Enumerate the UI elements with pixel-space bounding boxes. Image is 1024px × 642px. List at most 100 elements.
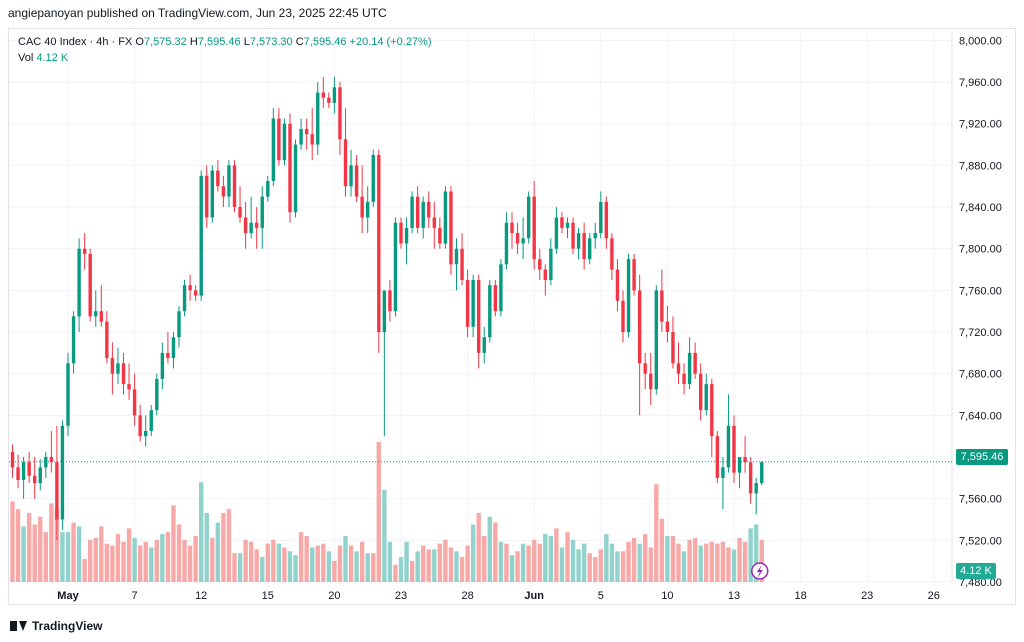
candle-body[interactable] <box>748 462 753 494</box>
candle-body[interactable] <box>621 300 625 333</box>
candle-body[interactable] <box>493 285 498 312</box>
candle-body[interactable] <box>360 196 364 218</box>
candle-body[interactable] <box>138 415 142 437</box>
candle-body[interactable] <box>532 196 536 260</box>
candle-body[interactable] <box>188 285 192 291</box>
candle-body[interactable] <box>304 128 309 135</box>
candle-body[interactable] <box>205 175 209 218</box>
candle-body[interactable] <box>710 384 714 437</box>
candle-body[interactable] <box>132 389 137 416</box>
candle-body[interactable] <box>55 462 59 520</box>
candle-body[interactable] <box>554 217 559 249</box>
candle-body[interactable] <box>49 457 54 463</box>
candle-body[interactable] <box>349 165 353 187</box>
candle-body[interactable] <box>704 384 708 411</box>
candle-body[interactable] <box>116 363 120 374</box>
candle-body[interactable] <box>460 248 464 280</box>
candle-body[interactable] <box>271 118 276 182</box>
candle-body[interactable] <box>526 196 531 239</box>
candle-body[interactable] <box>66 363 70 426</box>
candle-body[interactable] <box>182 285 187 312</box>
candle-body[interactable] <box>415 196 420 228</box>
candle-body[interactable] <box>488 285 492 338</box>
candle-body[interactable] <box>354 165 359 197</box>
candle-body[interactable] <box>343 139 348 187</box>
candle-body[interactable] <box>477 279 481 353</box>
candle-body[interactable] <box>166 352 170 359</box>
candle-body[interactable] <box>671 332 675 364</box>
candle-body[interactable] <box>33 475 37 484</box>
candle-body[interactable] <box>427 201 431 218</box>
candle-body[interactable] <box>665 321 670 333</box>
footer-brand[interactable]: TradingView <box>10 619 102 633</box>
candle-body[interactable] <box>549 248 553 280</box>
candle-body[interactable] <box>105 321 109 359</box>
candle-body[interactable] <box>149 410 153 431</box>
candle-body[interactable] <box>260 196 264 228</box>
candle-body[interactable] <box>604 201 609 239</box>
candle-body[interactable] <box>71 316 76 364</box>
candle-body[interactable] <box>543 269 547 280</box>
candle-body[interactable] <box>266 181 270 197</box>
candle-body[interactable] <box>660 290 664 322</box>
candle-body[interactable] <box>121 363 126 385</box>
candle-body[interactable] <box>243 217 248 234</box>
candle-body[interactable] <box>321 92 325 98</box>
candle-body[interactable] <box>421 201 425 228</box>
candle-body[interactable] <box>177 311 181 338</box>
candle-body[interactable] <box>715 436 720 478</box>
candle-body[interactable] <box>471 279 475 327</box>
candle-body[interactable] <box>144 430 148 437</box>
candle-body[interactable] <box>155 378 159 411</box>
candle-body[interactable] <box>482 337 486 353</box>
candle-body[interactable] <box>288 123 292 213</box>
candle-body[interactable] <box>637 290 642 364</box>
candle-body[interactable] <box>221 186 226 197</box>
candle-body[interactable] <box>127 384 131 390</box>
candle-body[interactable] <box>454 248 459 265</box>
candle-body[interactable] <box>699 373 703 411</box>
candle-body[interactable] <box>382 290 387 333</box>
candle-body[interactable] <box>582 233 586 260</box>
candle-body[interactable] <box>38 467 42 484</box>
candle-body[interactable] <box>682 373 686 385</box>
candle-body[interactable] <box>504 222 509 265</box>
candle-body[interactable] <box>232 165 237 208</box>
candle-body[interactable] <box>193 290 198 296</box>
candle-body[interactable] <box>687 352 692 385</box>
candle-body[interactable] <box>593 233 597 239</box>
candle-body[interactable] <box>432 217 436 228</box>
candle-body[interactable] <box>510 222 514 234</box>
candle-body[interactable] <box>171 337 176 359</box>
candle-body[interactable] <box>399 222 403 244</box>
candle-body[interactable] <box>94 311 98 317</box>
candle-body[interactable] <box>377 154 381 333</box>
candle-body[interactable] <box>77 248 81 317</box>
candle-body[interactable] <box>565 222 570 228</box>
candle-body[interactable] <box>521 238 525 244</box>
candle-body[interactable] <box>332 87 337 103</box>
candle-body[interactable] <box>249 222 253 234</box>
candle-body[interactable] <box>199 175 203 296</box>
candle-body[interactable] <box>227 165 231 197</box>
candle-body[interactable] <box>404 227 409 244</box>
candle-body[interactable] <box>576 233 581 249</box>
candle-body[interactable] <box>410 196 414 228</box>
candle-body[interactable] <box>366 201 370 218</box>
candle-body[interactable] <box>754 483 758 494</box>
candle-body[interactable] <box>99 311 103 322</box>
chart-frame[interactable] <box>8 28 1016 605</box>
candle-body[interactable] <box>316 92 320 145</box>
candle-body[interactable] <box>760 462 764 484</box>
candle-body[interactable] <box>327 97 331 103</box>
candle-body[interactable] <box>60 425 65 520</box>
candle-body[interactable] <box>282 123 287 161</box>
candle-body[interactable] <box>649 373 653 390</box>
candle-body[interactable] <box>615 269 620 301</box>
candle-body[interactable] <box>515 233 520 244</box>
candle-body[interactable] <box>293 144 298 213</box>
candle-body[interactable] <box>393 222 398 312</box>
candle-body[interactable] <box>160 352 165 379</box>
candle-body[interactable] <box>499 264 503 312</box>
candle-body[interactable] <box>338 87 342 140</box>
